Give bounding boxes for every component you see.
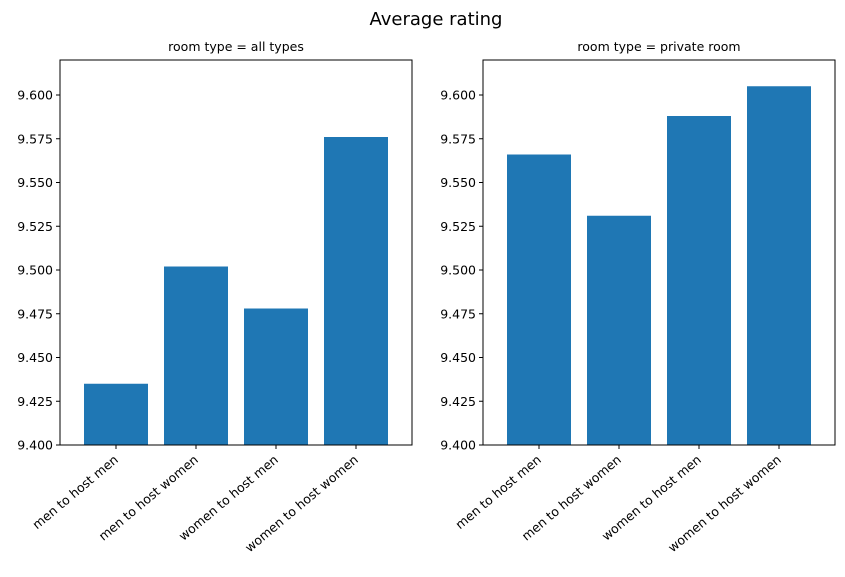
y-tick-label: 9.450 [440, 350, 476, 365]
axes-frame [482, 59, 836, 446]
y-tick-label: 9.475 [440, 306, 476, 321]
chart-panel-2: room type = private room 9.400 9.425 9.450 9… [440, 39, 836, 555]
y-tick-label: 9.600 [17, 88, 53, 103]
y-tick-label: 9.425 [17, 394, 53, 409]
y-tick-label: 9.400 [17, 438, 53, 453]
y-tick-label: 9.425 [440, 394, 476, 409]
y-tick-label: 9.500 [440, 263, 476, 278]
bar-4 [324, 137, 388, 445]
y-tick-label: 9.575 [440, 131, 476, 146]
bar-2 [587, 215, 651, 445]
axes-frame [59, 59, 413, 446]
y-tick-label: 9.525 [440, 219, 476, 234]
bar-3 [667, 116, 731, 445]
y-tick-label: 9.500 [17, 263, 53, 278]
y-tick-label: 9.575 [17, 131, 53, 146]
chart-panel-1: room type = all types 9.400 9.425 9.450 9.47… [17, 39, 413, 555]
y-tick-label: 9.550 [17, 175, 53, 190]
subplot-title: room type = private room [577, 39, 740, 54]
y-tick-label: 9.450 [17, 350, 53, 365]
bar-3 [244, 308, 308, 445]
bar-1 [507, 154, 571, 445]
bar-2 [164, 266, 228, 445]
x-tick-label: men to host men [29, 452, 121, 532]
y-tick-label: 9.400 [440, 438, 476, 453]
figure-title: Average rating [370, 9, 503, 30]
y-tick-label: 9.475 [17, 306, 53, 321]
bar-1 [84, 383, 148, 445]
y-tick-label: 9.525 [17, 219, 53, 234]
bar-4 [747, 86, 811, 445]
y-tick-label: 9.600 [440, 88, 476, 103]
subplot-title: room type = all types [168, 39, 304, 54]
y-tick-label: 9.550 [440, 175, 476, 190]
x-tick-label: men to host men [452, 452, 544, 532]
chart-panels: room type = all types 9.400 9.425 9.450 9.47… [17, 39, 836, 555]
